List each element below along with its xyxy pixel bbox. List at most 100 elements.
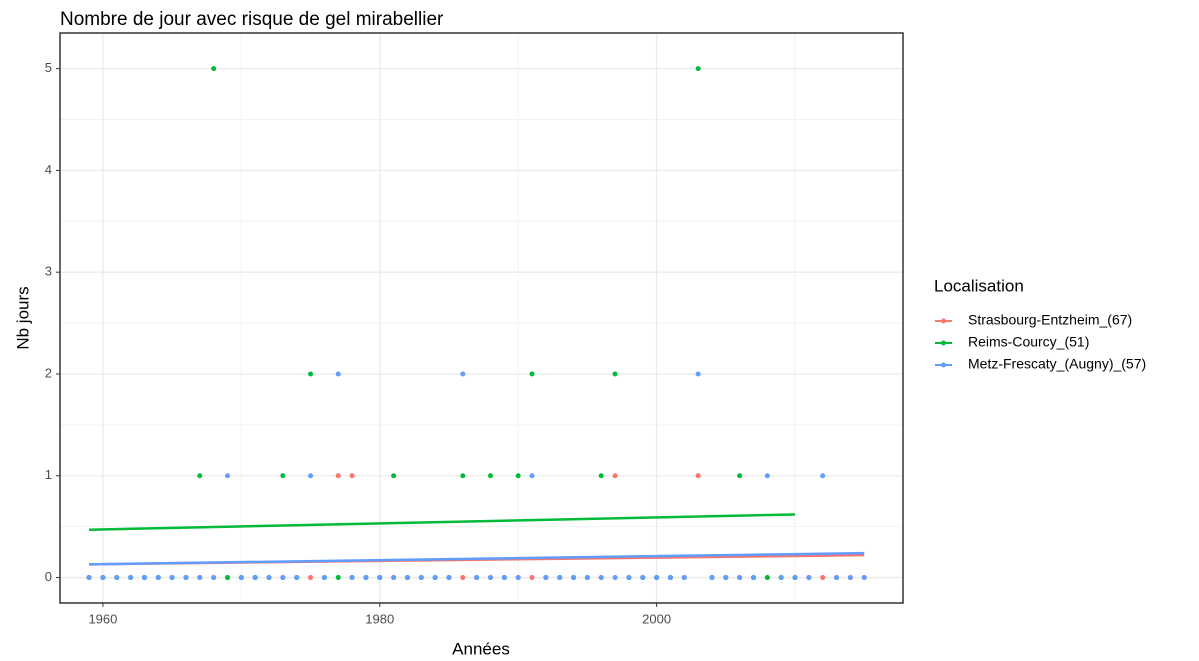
point <box>695 371 701 377</box>
point <box>141 575 147 581</box>
point <box>654 575 660 581</box>
point <box>183 575 189 581</box>
point <box>515 575 521 581</box>
point <box>86 575 92 581</box>
x-tick-label: 1960 <box>88 611 117 626</box>
trend-line <box>89 551 865 566</box>
point <box>460 371 466 377</box>
point <box>820 473 826 479</box>
point <box>571 575 577 581</box>
point <box>100 575 106 581</box>
point <box>335 371 341 377</box>
point <box>280 575 286 581</box>
point <box>806 575 812 581</box>
point <box>764 575 770 581</box>
point <box>557 575 563 581</box>
point <box>584 575 590 581</box>
point <box>377 575 383 581</box>
point <box>861 575 867 581</box>
point <box>460 575 466 581</box>
legend-key-point <box>941 340 946 346</box>
point <box>224 473 230 479</box>
point <box>432 575 438 581</box>
point <box>474 575 480 581</box>
y-tick-label: 4 <box>45 162 52 177</box>
point <box>515 473 521 479</box>
point <box>612 575 618 581</box>
point <box>723 575 729 581</box>
point <box>834 575 840 581</box>
point <box>529 473 535 479</box>
point <box>612 473 618 479</box>
x-tick-label: 2000 <box>642 611 671 626</box>
point <box>460 473 466 479</box>
point <box>169 575 175 581</box>
point <box>847 575 853 581</box>
legend-label: Reims-Courcy_(51) <box>968 334 1089 350</box>
point <box>446 575 452 581</box>
point <box>751 575 757 581</box>
legend-title: Localisation <box>934 276 1024 295</box>
y-tick-label: 2 <box>45 365 52 380</box>
point <box>197 473 203 479</box>
point <box>764 473 770 479</box>
point <box>252 575 258 581</box>
x-tick-label: 1980 <box>365 611 394 626</box>
y-axis-label: Nb jours <box>13 286 32 349</box>
point <box>695 473 701 479</box>
point <box>626 575 632 581</box>
point <box>349 473 355 479</box>
point <box>128 575 134 581</box>
point <box>598 473 604 479</box>
trend-line <box>89 513 796 531</box>
point <box>529 371 535 377</box>
point <box>418 575 424 581</box>
point <box>737 473 743 479</box>
y-tick-label: 5 <box>45 60 52 75</box>
y-tick-label: 0 <box>45 569 52 584</box>
legend-key-point <box>941 318 946 324</box>
point <box>501 575 507 581</box>
point <box>308 473 314 479</box>
point <box>266 575 272 581</box>
point <box>778 575 784 581</box>
point <box>321 575 327 581</box>
point <box>598 575 604 581</box>
point <box>612 371 618 377</box>
point <box>308 371 314 377</box>
point <box>294 575 300 581</box>
point <box>820 575 826 581</box>
point <box>737 575 743 581</box>
point <box>238 575 244 581</box>
point <box>487 575 493 581</box>
point <box>695 66 701 72</box>
point <box>391 575 397 581</box>
y-tick-label: 3 <box>45 264 52 279</box>
legend-key-point <box>941 362 946 368</box>
plot-border <box>59 32 904 604</box>
point <box>391 473 397 479</box>
point <box>349 575 355 581</box>
legend-label: Metz-Frescaty_(Augny)_(57) <box>968 356 1146 372</box>
point <box>363 575 369 581</box>
point <box>792 575 798 581</box>
legend-label: Strasbourg-Entzheim_(67) <box>968 312 1132 328</box>
point <box>211 575 217 581</box>
y-tick-label: 1 <box>45 467 52 482</box>
point <box>197 575 203 581</box>
point <box>308 575 314 581</box>
point <box>640 575 646 581</box>
point <box>529 575 535 581</box>
point <box>543 575 549 581</box>
x-axis-label: Années <box>452 639 510 658</box>
point <box>667 575 673 581</box>
point <box>487 473 493 479</box>
point <box>404 575 410 581</box>
point <box>224 575 230 581</box>
point <box>681 575 687 581</box>
point <box>335 575 341 581</box>
chart-title: Nombre de jour avec risque de gel mirabe… <box>60 9 444 30</box>
point <box>280 473 286 479</box>
point <box>155 575 161 581</box>
